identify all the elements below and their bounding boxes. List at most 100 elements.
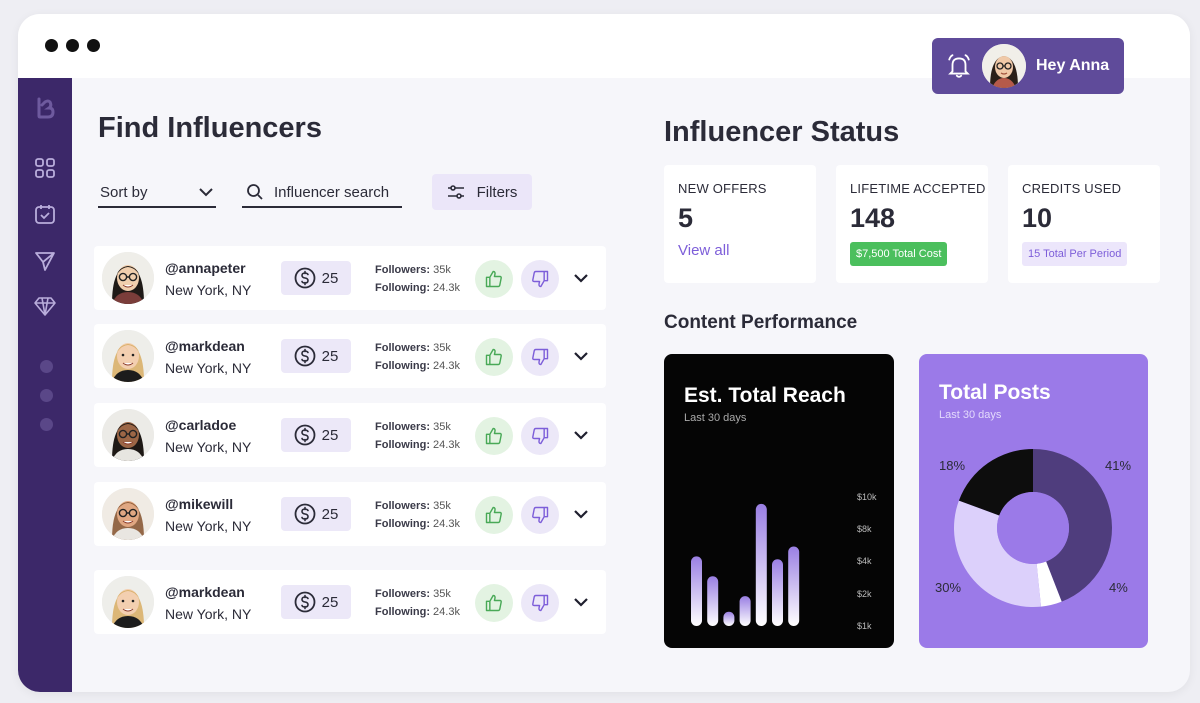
avatar[interactable] — [982, 44, 1026, 88]
credits-badge: 25 — [281, 418, 351, 452]
reach-bar — [788, 546, 800, 626]
chevron-down-icon — [199, 188, 213, 197]
content-performance-title: Content Performance — [664, 312, 858, 333]
status-title: Influencer Status — [664, 116, 900, 148]
reach-ytick-label: $1k — [857, 621, 872, 631]
influencer-row[interactable]: @markdean New York, NY 25 Followers: 35k… — [94, 324, 606, 388]
following-value: 24.3k — [433, 360, 460, 372]
reach-ytick-label: $2k — [857, 589, 872, 599]
app-window: Find Influencers Sort by Influencer sear… — [18, 14, 1190, 692]
follower-stats: Followers: 35k Following: 24.3k — [375, 339, 460, 375]
reach-chart-card: $1k $2k $4k $8k $10k Est. Total Reach Last 3… — [664, 354, 894, 648]
window-dot[interactable] — [87, 39, 100, 52]
approve-button[interactable] — [475, 260, 513, 298]
following-label: Following: — [375, 518, 430, 530]
user-chip[interactable]: Hey Anna — [932, 38, 1124, 94]
search-placeholder: Influencer search — [274, 183, 390, 201]
influencer-handle[interactable]: @annapeter — [165, 260, 246, 276]
donut-slice — [1033, 449, 1112, 602]
followers-label: Followers: — [375, 264, 431, 276]
chevron-down-icon[interactable] — [573, 594, 589, 610]
approve-button[interactable] — [475, 496, 513, 534]
influencer-location: New York, NY — [165, 282, 252, 298]
influencer-row[interactable]: @mikewill New York, NY 25 Followers: 35k… — [94, 482, 606, 546]
credits-value: 25 — [321, 269, 339, 287]
dollar-coin-icon — [294, 591, 316, 613]
follower-stats: Followers: 35k Following: 24.3k — [375, 497, 460, 533]
approve-button[interactable] — [475, 338, 513, 376]
pager-dot[interactable] — [40, 418, 53, 431]
approve-button[interactable] — [475, 417, 513, 455]
posts-subtitle: Last 30 days — [939, 409, 1002, 421]
search-icon — [247, 184, 263, 200]
influencer-row[interactable]: @annapeter New York, NY 25 Followers: 35… — [94, 246, 606, 310]
reach-title: Est. Total Reach — [684, 384, 846, 407]
bell-icon[interactable] — [946, 53, 972, 79]
thumbs-down-icon — [532, 427, 549, 445]
avatar[interactable] — [102, 252, 154, 304]
influencer-location: New York, NY — [165, 606, 252, 622]
donut-slice — [1036, 561, 1062, 607]
reject-button[interactable] — [521, 417, 559, 455]
card-value: 5 — [678, 203, 694, 233]
sort-dropdown[interactable]: Sort by — [98, 178, 216, 208]
grid-icon[interactable] — [33, 156, 57, 180]
following-label: Following: — [375, 282, 430, 294]
donut-hole — [997, 492, 1069, 564]
sidebar — [18, 78, 72, 692]
search-input[interactable]: Influencer search — [242, 178, 402, 208]
send-icon[interactable] — [33, 249, 57, 273]
logo-icon[interactable] — [33, 96, 57, 120]
influencer-handle[interactable]: @markdean — [165, 338, 245, 354]
chevron-down-icon[interactable] — [573, 506, 589, 522]
dollar-coin-icon — [294, 267, 316, 289]
window-controls — [45, 39, 100, 52]
influencer-location: New York, NY — [165, 360, 252, 376]
avatar[interactable] — [102, 488, 154, 540]
avatar[interactable] — [102, 330, 154, 382]
thumbs-up-icon — [485, 270, 502, 288]
chevron-down-icon[interactable] — [573, 270, 589, 286]
reach-bar — [739, 596, 751, 626]
chevron-down-icon[interactable] — [573, 348, 589, 364]
total-cost-badge: $7,500 Total Cost — [850, 242, 948, 266]
pager-dot[interactable] — [40, 389, 53, 402]
reach-bar — [707, 576, 719, 626]
avatar[interactable] — [102, 409, 154, 461]
reject-button[interactable] — [521, 496, 559, 534]
calendar-check-icon[interactable] — [33, 202, 57, 226]
reject-button[interactable] — [521, 338, 559, 376]
reject-button[interactable] — [521, 584, 559, 622]
influencer-handle[interactable]: @mikewill — [165, 496, 234, 512]
new-offers-card: NEW OFFERS 5 View all — [664, 165, 816, 283]
reach-bar — [755, 503, 767, 626]
chevron-down-icon[interactable] — [573, 427, 589, 443]
diamond-icon[interactable] — [33, 294, 57, 318]
donut-slice — [954, 500, 1041, 607]
influencer-handle[interactable]: @markdean — [165, 584, 245, 600]
sort-label: Sort by — [100, 183, 148, 201]
sliders-icon — [447, 185, 464, 199]
window-dot[interactable] — [45, 39, 58, 52]
card-label: LIFETIME ACCEPTED — [850, 181, 986, 196]
avatar[interactable] — [102, 576, 154, 628]
influencer-row[interactable]: @markdean New York, NY 25 Followers: 35k… — [94, 570, 606, 634]
followers-value: 35k — [433, 421, 451, 433]
view-all-link[interactable]: View all — [678, 242, 730, 259]
thumbs-down-icon — [532, 270, 549, 288]
influencer-handle[interactable]: @carladoe — [165, 417, 237, 433]
reach-ytick-label: $10k — [857, 492, 877, 502]
reject-button[interactable] — [521, 260, 559, 298]
following-label: Following: — [375, 439, 430, 451]
pager-dot[interactable] — [40, 360, 53, 373]
following-value: 24.3k — [433, 282, 460, 294]
influencer-row[interactable]: @carladoe New York, NY 25 Followers: 35k… — [94, 403, 606, 467]
following-label: Following: — [375, 606, 430, 618]
filters-button[interactable]: Filters — [432, 174, 532, 210]
follower-stats: Followers: 35k Following: 24.3k — [375, 261, 460, 297]
slice-label-18: 18% — [939, 458, 966, 473]
card-label: NEW OFFERS — [678, 181, 767, 196]
reach-bar — [691, 556, 702, 626]
window-dot[interactable] — [66, 39, 79, 52]
approve-button[interactable] — [475, 584, 513, 622]
